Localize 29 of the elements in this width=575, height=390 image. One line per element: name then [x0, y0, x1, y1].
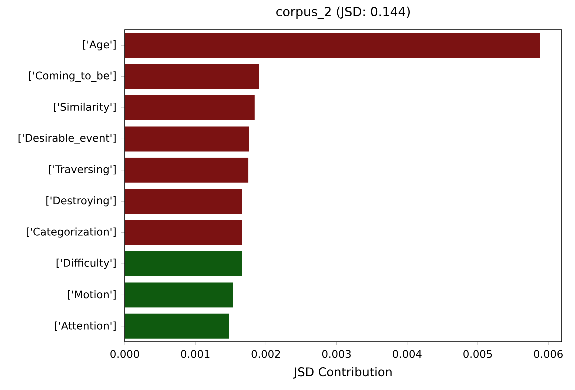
- y-tick-label: ['Similarity']: [54, 102, 116, 114]
- bar: [125, 252, 242, 276]
- bar: [125, 189, 242, 214]
- chart-title: corpus_2 (JSD: 0.144): [276, 6, 410, 20]
- bar: [125, 33, 540, 58]
- bar: [125, 282, 234, 308]
- y-tick-label: ['Difficulty']: [56, 258, 116, 270]
- y-tick-label: ['Attention']: [55, 322, 116, 332]
- x-axis-title: JSD Contribution: [294, 367, 392, 379]
- x-tick-label: 0.001: [181, 350, 210, 358]
- y-tick-label: ['Categorization']: [26, 228, 116, 238]
- x-tick-label: 0.005: [464, 350, 492, 358]
- y-tick-label: ['Coming_to_be']: [29, 72, 116, 82]
- bar: [125, 96, 255, 120]
- x-tick-label: 0.003: [322, 350, 351, 358]
- bar: [125, 314, 230, 339]
- y-tick-label: ['Desirable_event']: [18, 134, 116, 144]
- bar: [125, 64, 260, 90]
- x-tick-label: 0.002: [252, 350, 280, 358]
- y-tick-label: ['Destroying']: [46, 196, 116, 207]
- x-tick-label: 0.000: [110, 350, 140, 358]
- bar: [125, 220, 242, 246]
- y-tick-label: ['Traversing']: [49, 165, 116, 176]
- y-tick-label: ['Motion']: [68, 290, 116, 300]
- x-tick-label: 0.004: [393, 350, 422, 358]
- bar: [125, 158, 249, 183]
- y-tick-label: ['Age']: [83, 40, 116, 51]
- bar: [125, 126, 250, 152]
- x-tick-label: 0.006: [534, 350, 563, 358]
